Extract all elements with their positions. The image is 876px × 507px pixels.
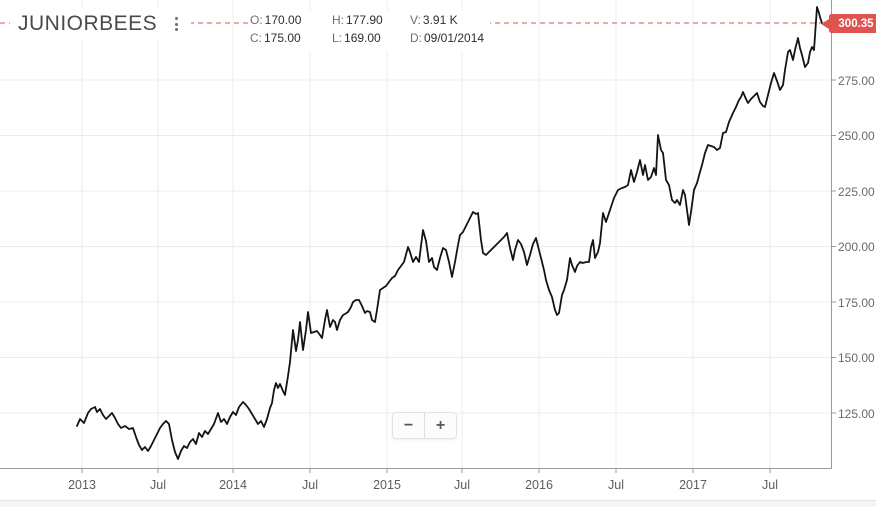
time-axis-label: 2016 — [525, 478, 553, 492]
price-axis-label: 200.00 — [838, 240, 875, 254]
price-axis-label: 250.00 — [838, 129, 875, 143]
last-price-label: 300.35 — [829, 14, 876, 33]
menu-kebab-icon[interactable] — [172, 13, 181, 35]
time-axis-label: Jul — [302, 478, 318, 492]
time-axis-label: 2017 — [679, 478, 707, 492]
price-axis-label: 175.00 — [838, 296, 875, 310]
gridlines — [0, 0, 831, 468]
price-axis-label: 125.00 — [838, 407, 875, 421]
legend-close: C: 175.00 — [250, 31, 301, 45]
legend-volume: V: 3.91 K — [410, 13, 458, 27]
time-axis[interactable]: 2013 Jul 2014 Jul 2015 Jul 2016 Jul 2017… — [0, 469, 831, 499]
zoom-controls: − + — [392, 412, 457, 439]
time-axis-label: 2014 — [219, 478, 247, 492]
legend-open: O: 170.00 — [250, 13, 302, 27]
legend-low: L: 169.00 — [332, 31, 381, 45]
time-axis-label: Jul — [150, 478, 166, 492]
price-axis[interactable]: 275.00 250.00 225.00 200.00 175.00 150.0… — [832, 0, 876, 468]
time-axis-label: Jul — [608, 478, 624, 492]
ohlc-legend: O: 170.00 H: 177.90 V: 3.91 K C: 175.00 L: 16… — [248, 11, 491, 51]
symbol-header: JUNIORBEES — [10, 8, 192, 40]
price-axis-label: 225.00 — [838, 185, 875, 199]
bottom-toolbar-strip — [0, 500, 876, 507]
price-axis-label: 275.00 — [838, 74, 875, 88]
symbol-title: JUNIORBEES — [18, 12, 158, 35]
axis-borders — [0, 0, 832, 469]
zoom-out-button[interactable]: − — [393, 413, 424, 438]
zoom-in-button[interactable]: + — [424, 413, 456, 438]
time-axis-label: 2015 — [373, 478, 401, 492]
time-axis-label: Jul — [762, 478, 778, 492]
axis-ticks — [81, 79, 836, 473]
legend-date: D: 09/01/2014 — [410, 31, 485, 45]
price-axis-label: 150.00 — [838, 351, 875, 365]
price-line — [76, 6, 823, 460]
time-axis-label: 2013 — [68, 478, 96, 492]
time-axis-label: Jul — [454, 478, 470, 492]
legend-high: H: 177.90 — [332, 13, 383, 27]
